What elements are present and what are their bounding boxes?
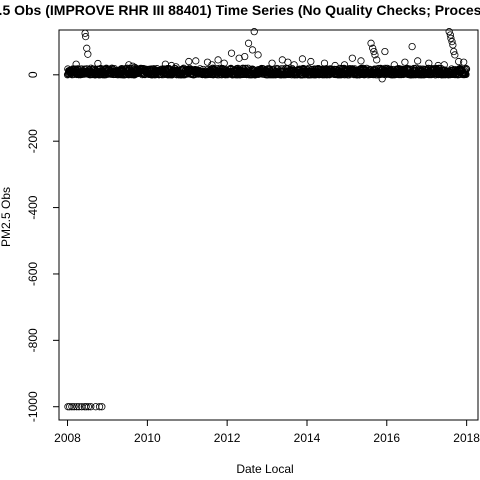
data-point	[401, 58, 409, 66]
data-point	[192, 57, 200, 65]
data-point	[455, 57, 463, 66]
data-point	[68, 403, 76, 411]
data-point	[250, 28, 258, 36]
data-point	[390, 61, 398, 69]
x-tick-label: 2014	[294, 431, 321, 445]
data-point	[254, 51, 262, 59]
data-point	[73, 403, 81, 411]
data-point	[185, 57, 193, 66]
data-point	[82, 33, 90, 41]
data-point	[320, 59, 329, 67]
data-point	[370, 47, 378, 56]
data-point	[446, 31, 454, 39]
data-point	[268, 59, 276, 67]
data-point	[87, 403, 95, 411]
data-point	[248, 46, 257, 54]
data-point	[348, 54, 356, 62]
data-point	[172, 63, 180, 71]
data-point	[460, 58, 468, 66]
plot-frame	[58, 29, 479, 421]
x-axis-label: Date Local	[236, 462, 293, 476]
data-point	[66, 403, 74, 411]
data-point	[357, 57, 365, 65]
data-point	[235, 54, 243, 62]
chart-title: PM2.5 Obs (IMPROVE RHR III 88401) Time S…	[0, 2, 480, 18]
data-point	[95, 403, 104, 411]
data-point	[82, 403, 90, 411]
data-point	[131, 63, 139, 72]
data-point	[125, 61, 133, 69]
data-point	[414, 57, 422, 65]
data-point	[84, 403, 92, 411]
data-point	[75, 403, 83, 411]
data-point	[84, 50, 92, 58]
points-layer	[63, 28, 471, 411]
data-point	[227, 49, 236, 57]
data-point	[167, 61, 176, 70]
x-tick-label: 2016	[373, 431, 400, 445]
data-point	[447, 34, 455, 42]
x-tick-label: 2018	[453, 431, 480, 445]
data-point	[70, 403, 78, 411]
data-point	[72, 60, 80, 68]
data-point	[451, 51, 459, 59]
x-axis: 2008 2010 2012 2014 2016 2018	[54, 420, 480, 445]
data-point	[98, 403, 106, 411]
y-axis: -1000 -800 -600 -400 -200 0	[26, 71, 59, 422]
data-point	[241, 52, 249, 61]
data-point	[369, 44, 377, 52]
data-point	[129, 62, 137, 70]
x-tick-label: 2012	[214, 431, 241, 445]
y-tick-label: 0	[26, 71, 40, 78]
y-axis-label: PM2.5 Obs	[0, 187, 13, 247]
data-point	[367, 39, 375, 47]
data-point	[425, 59, 433, 67]
data-point	[290, 61, 298, 69]
data-point	[408, 42, 416, 51]
data-point	[462, 65, 471, 73]
data-point	[244, 39, 253, 47]
y-tick-label: -1000	[26, 391, 40, 422]
data-point	[81, 29, 89, 37]
data-point	[381, 47, 389, 56]
y-tick-label: -400	[26, 195, 40, 219]
data-point	[298, 55, 307, 63]
data-point	[378, 75, 386, 83]
data-point	[331, 61, 339, 70]
data-point	[340, 61, 349, 69]
data-point	[445, 28, 453, 36]
x-tick-label: 2008	[54, 431, 81, 445]
data-point	[307, 57, 315, 66]
data-point	[373, 56, 381, 64]
data-point	[462, 70, 470, 79]
data-point	[220, 59, 228, 67]
data-point	[208, 61, 216, 69]
y-tick-label: -600	[26, 262, 40, 286]
y-tick-label: -800	[26, 328, 40, 352]
data-point	[450, 47, 458, 56]
data-point	[284, 58, 292, 66]
data-point	[448, 38, 456, 46]
y-tick-label: -200	[26, 129, 40, 153]
data-point	[440, 61, 448, 69]
data-point	[371, 51, 379, 59]
data-point	[94, 59, 102, 68]
x-tick-label: 2010	[134, 431, 161, 445]
data-point	[214, 56, 222, 64]
